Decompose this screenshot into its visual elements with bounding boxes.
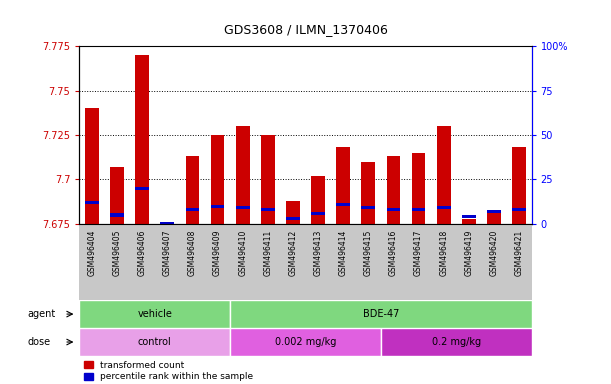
FancyBboxPatch shape: [381, 328, 532, 356]
Text: GSM496415: GSM496415: [364, 230, 373, 276]
Text: GSM496413: GSM496413: [313, 230, 323, 276]
Text: GSM496405: GSM496405: [112, 230, 122, 276]
Text: control: control: [138, 337, 172, 347]
Text: GSM496421: GSM496421: [514, 230, 524, 276]
Text: BDE-47: BDE-47: [363, 309, 399, 319]
Text: GSM496411: GSM496411: [263, 230, 273, 276]
Bar: [236, 126, 250, 224]
Bar: [462, 215, 476, 218]
Bar: [437, 206, 450, 210]
Bar: [261, 135, 275, 224]
Bar: [487, 212, 501, 224]
Text: dose: dose: [27, 337, 51, 347]
Bar: [211, 135, 224, 224]
Text: 0.002 mg/kg: 0.002 mg/kg: [275, 337, 336, 347]
Bar: [135, 187, 149, 190]
Text: GSM496404: GSM496404: [87, 230, 97, 276]
Bar: [361, 162, 375, 224]
Bar: [412, 153, 425, 224]
Bar: [211, 205, 224, 208]
Bar: [311, 212, 325, 215]
Bar: [186, 156, 199, 224]
Bar: [387, 208, 400, 211]
Text: GSM496420: GSM496420: [489, 230, 499, 276]
Text: vehicle: vehicle: [137, 309, 172, 319]
Bar: [85, 201, 99, 204]
Bar: [512, 147, 526, 224]
Text: GSM496407: GSM496407: [163, 230, 172, 276]
Bar: [387, 156, 400, 224]
Text: GSM496408: GSM496408: [188, 230, 197, 276]
FancyBboxPatch shape: [79, 328, 230, 356]
Bar: [236, 206, 250, 210]
Text: GSM496418: GSM496418: [439, 230, 448, 276]
Text: GSM496410: GSM496410: [238, 230, 247, 276]
Bar: [261, 208, 275, 211]
FancyBboxPatch shape: [230, 300, 532, 328]
Bar: [361, 206, 375, 210]
FancyBboxPatch shape: [230, 328, 381, 356]
Bar: [186, 208, 199, 211]
Text: GSM496417: GSM496417: [414, 230, 423, 276]
Bar: [437, 126, 450, 224]
Bar: [85, 108, 99, 224]
Bar: [512, 208, 526, 211]
Text: GSM496419: GSM496419: [464, 230, 474, 276]
Bar: [412, 208, 425, 211]
FancyBboxPatch shape: [79, 300, 230, 328]
Text: GSM496409: GSM496409: [213, 230, 222, 276]
Legend: transformed count, percentile rank within the sample: transformed count, percentile rank withi…: [84, 361, 254, 381]
Bar: [286, 217, 300, 220]
Bar: [135, 55, 149, 224]
Bar: [336, 203, 350, 206]
Bar: [311, 176, 325, 224]
Bar: [462, 218, 476, 224]
Bar: [110, 167, 124, 224]
Bar: [161, 222, 174, 225]
Bar: [336, 147, 350, 224]
Bar: [110, 214, 124, 217]
Bar: [286, 201, 300, 224]
Text: GSM496412: GSM496412: [288, 230, 298, 276]
Text: 0.2 mg/kg: 0.2 mg/kg: [431, 337, 481, 347]
Bar: [487, 210, 501, 213]
Text: GDS3608 / ILMN_1370406: GDS3608 / ILMN_1370406: [224, 23, 387, 36]
Text: GSM496416: GSM496416: [389, 230, 398, 276]
Text: agent: agent: [27, 309, 56, 319]
Text: GSM496414: GSM496414: [338, 230, 348, 276]
Text: GSM496406: GSM496406: [137, 230, 147, 276]
